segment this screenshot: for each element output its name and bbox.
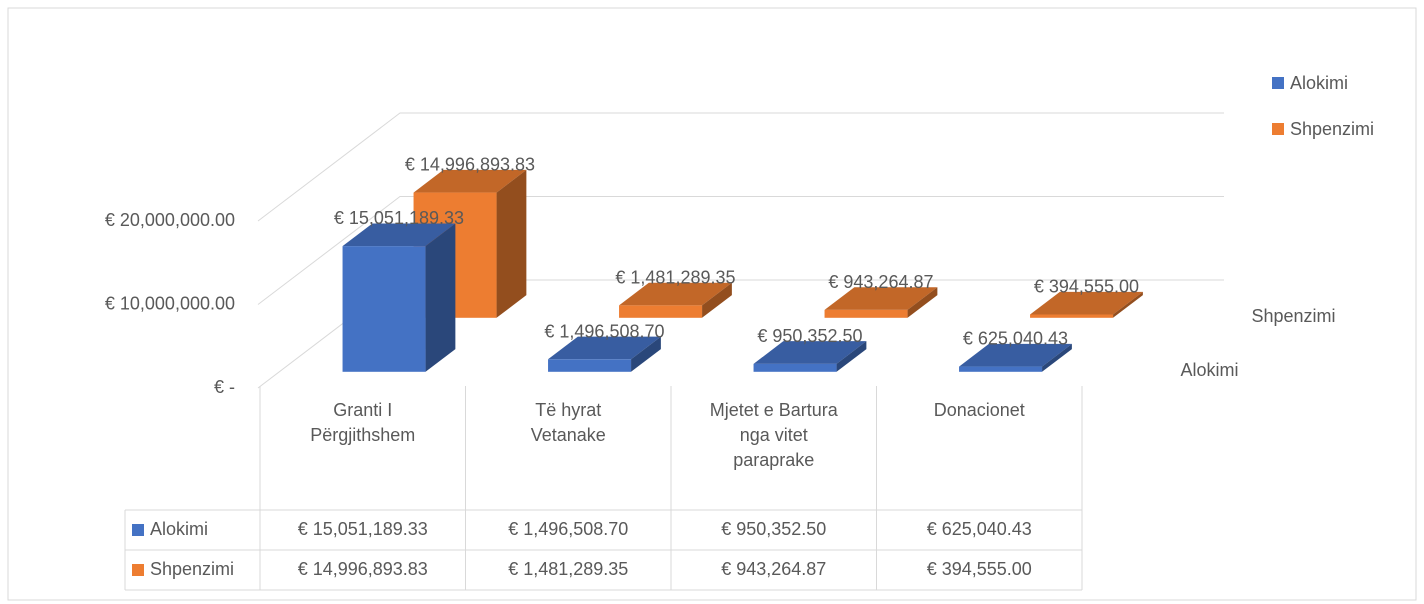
bar-top (342, 223, 456, 247)
table-cell: € 15,051,189.33 (298, 519, 428, 539)
bar (619, 305, 703, 318)
bar-side (496, 169, 527, 318)
bar-top (1030, 291, 1143, 315)
legend-key (1272, 123, 1284, 135)
bar (548, 359, 632, 372)
depth-axis-label: Shpenzimi (1252, 306, 1336, 326)
bar-side (1042, 343, 1072, 372)
legend-label: Alokimi (1290, 73, 1348, 93)
table-cell: € 625,040.43 (927, 519, 1032, 539)
bar (753, 363, 837, 372)
category-label: Donacionet (933, 400, 1025, 420)
bar (824, 309, 908, 318)
y-tick-label: € 20,000,000.00 (105, 210, 235, 230)
data-label: € 394,555.00 (1034, 277, 1139, 297)
grid-line (257, 112, 1224, 222)
bar (959, 366, 1043, 372)
table-legend-key (132, 564, 144, 576)
bar-side (907, 287, 938, 318)
bar (342, 246, 426, 372)
category-label: Mjetet e Bartura nga vitet paraprake (709, 400, 838, 470)
bar-top (753, 341, 867, 364)
category-label: Granti I Përgjithshem (310, 400, 416, 445)
bar-top (548, 336, 661, 360)
legend-key (1272, 77, 1284, 89)
bar-side (1113, 291, 1143, 318)
data-label: € 950,352.50 (757, 326, 862, 346)
chart-border (7, 7, 1417, 601)
data-label: € 943,264.87 (828, 272, 933, 292)
data-label: € 1,496,508.70 (544, 321, 664, 341)
table-cell: € 14,996,893.83 (298, 559, 428, 579)
y-tick-label: € - (214, 377, 235, 397)
bar-side (836, 341, 867, 372)
bar-top (413, 169, 527, 193)
y-tick-label: € 10,000,000.00 (105, 293, 235, 313)
data-label: € 14,996,893.83 (405, 155, 535, 175)
depth-axis-label: Alokimi (1181, 360, 1239, 380)
data-label: € 15,051,189.33 (334, 208, 464, 228)
bar (1030, 314, 1114, 318)
table-row-label: Alokimi (150, 519, 208, 539)
legend-label: Shpenzimi (1290, 119, 1374, 139)
bar-top (959, 343, 1072, 367)
table-cell: € 950,352.50 (721, 519, 826, 539)
table-cell: € 1,496,508.70 (508, 519, 628, 539)
table-legend-key (132, 524, 144, 536)
grid-line (257, 196, 1224, 305)
bar-top (619, 282, 732, 306)
table-cell: € 943,264.87 (721, 559, 826, 579)
data-label: € 1,481,289.35 (615, 268, 735, 288)
bar-side (631, 336, 661, 372)
table-cell: € 1,481,289.35 (508, 559, 628, 579)
category-label: Të hyrat Vetanake (530, 400, 606, 445)
data-label: € 625,040.43 (963, 329, 1068, 349)
table-cell: € 394,555.00 (927, 559, 1032, 579)
bar-top (824, 287, 938, 310)
bar-side (425, 223, 456, 372)
bar-side (702, 282, 732, 318)
table-row-label: Shpenzimi (150, 559, 234, 579)
